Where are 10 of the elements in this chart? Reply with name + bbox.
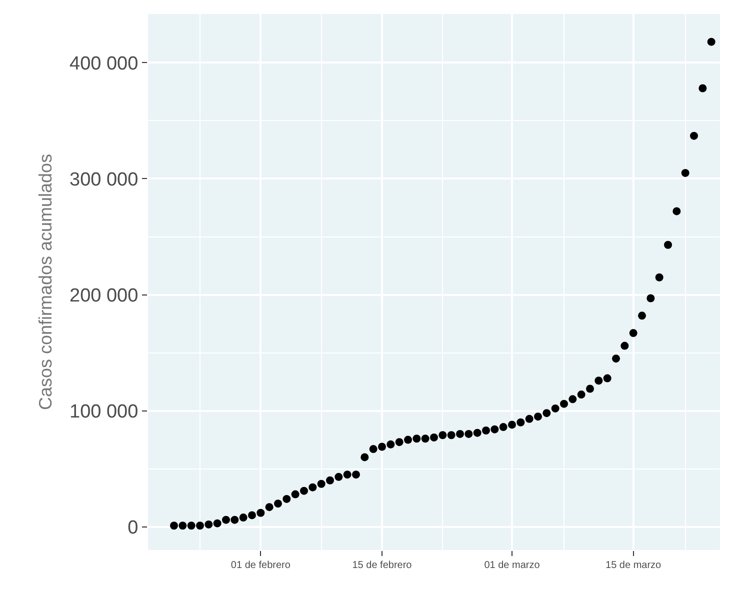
y-tick-label: 0: [128, 517, 138, 538]
y-tick-label: 100 000: [70, 401, 138, 422]
y-tick-label: 400 000: [70, 53, 138, 74]
x-tick-label: 01 de febrero: [230, 560, 291, 571]
y-tick-label: 300 000: [70, 169, 138, 190]
y-axis-title: Casos confirmados acumulados: [36, 154, 56, 410]
x-tick-label: 01 de marzo: [484, 560, 540, 571]
x-tick-label: 15 de febrero: [352, 560, 412, 571]
y-tick-label: 200 000: [70, 285, 138, 306]
x-tick-label: 15 de marzo: [606, 560, 662, 571]
